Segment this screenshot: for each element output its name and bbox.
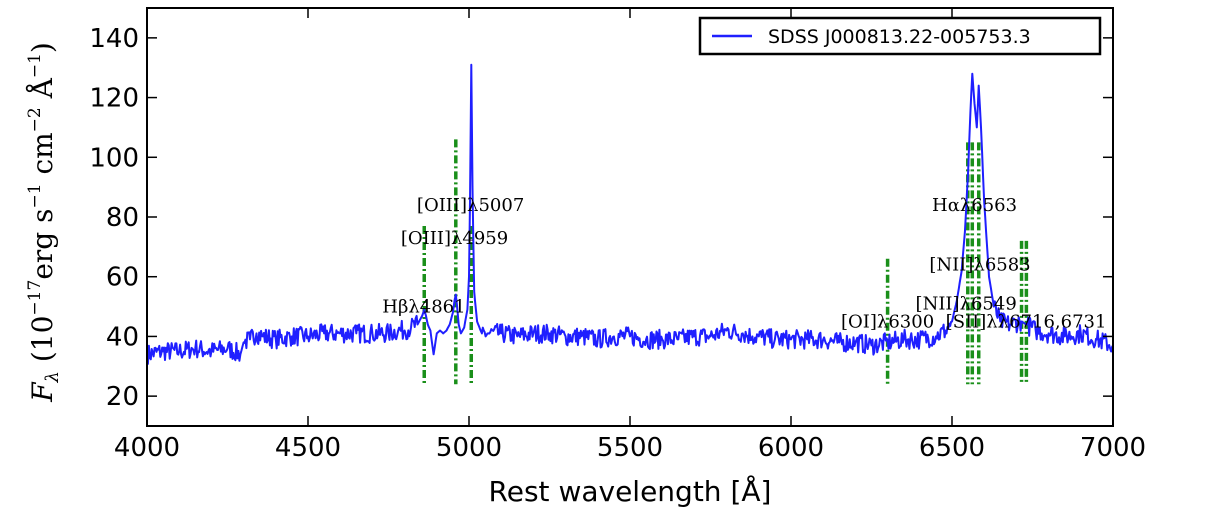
legend: SDSS J000813.22-005753.3 (698, 16, 1102, 56)
y-tick-label: 20 (106, 382, 139, 412)
spectrum-line (146, 63, 1114, 365)
emission-line-label: [OIII]λ4959 (401, 228, 508, 249)
x-axis-label: Rest wavelength [Å] (489, 474, 772, 508)
emission-line-markers (422, 139, 1029, 385)
y-axis-label: Fλ (10−17erg s−1 cm−2 Å−1) (25, 42, 63, 403)
y-tick-label: 120 (89, 84, 139, 114)
y-tick-label: 140 (89, 24, 139, 54)
x-tick-label: 7000 (1080, 433, 1146, 463)
y-axis: 20 40 60 80 100 120 140 (89, 24, 1113, 412)
x-tick-label: 6500 (919, 433, 985, 463)
emission-line-label: Hβλ4861 (382, 297, 465, 318)
emission-line-label: [OI]λ6300 (841, 311, 934, 332)
legend-box (698, 16, 1102, 56)
legend-entry-label: SDSS J000813.22-005753.3 (768, 26, 1031, 48)
y-tick-label: 40 (106, 322, 139, 352)
y-tick-label: 60 (106, 263, 139, 293)
x-axis: 4000 4500 5000 5500 6000 6500 7000 (114, 8, 1146, 463)
y-tick-label: 100 (89, 143, 139, 173)
emission-line-label: [OIII]λ5007 (417, 195, 524, 216)
x-tick-label: 4000 (114, 433, 180, 463)
plot-area: Hβλ4861[OIII]λ4959[OIII]λ5007[OI]λ6300[N… (146, 7, 1114, 427)
emission-line-label: [SII]λλ6716,6731 (946, 311, 1107, 332)
x-tick-label: 4500 (275, 433, 341, 463)
x-tick-label: 5500 (597, 433, 663, 463)
y-tick-label: 80 (106, 203, 139, 233)
plot-background (147, 8, 1113, 426)
emission-line-label: [NII]λ6583 (929, 255, 1030, 276)
emission-line-label: [NII]λ6549 (916, 294, 1017, 315)
emission-line-label: Hαλ6563 (932, 195, 1017, 216)
x-tick-label: 6000 (758, 433, 824, 463)
x-tick-label: 5000 (436, 433, 502, 463)
emission-line-labels: Hβλ4861[OIII]λ4959[OIII]λ5007[OI]λ6300[N… (382, 195, 1106, 332)
